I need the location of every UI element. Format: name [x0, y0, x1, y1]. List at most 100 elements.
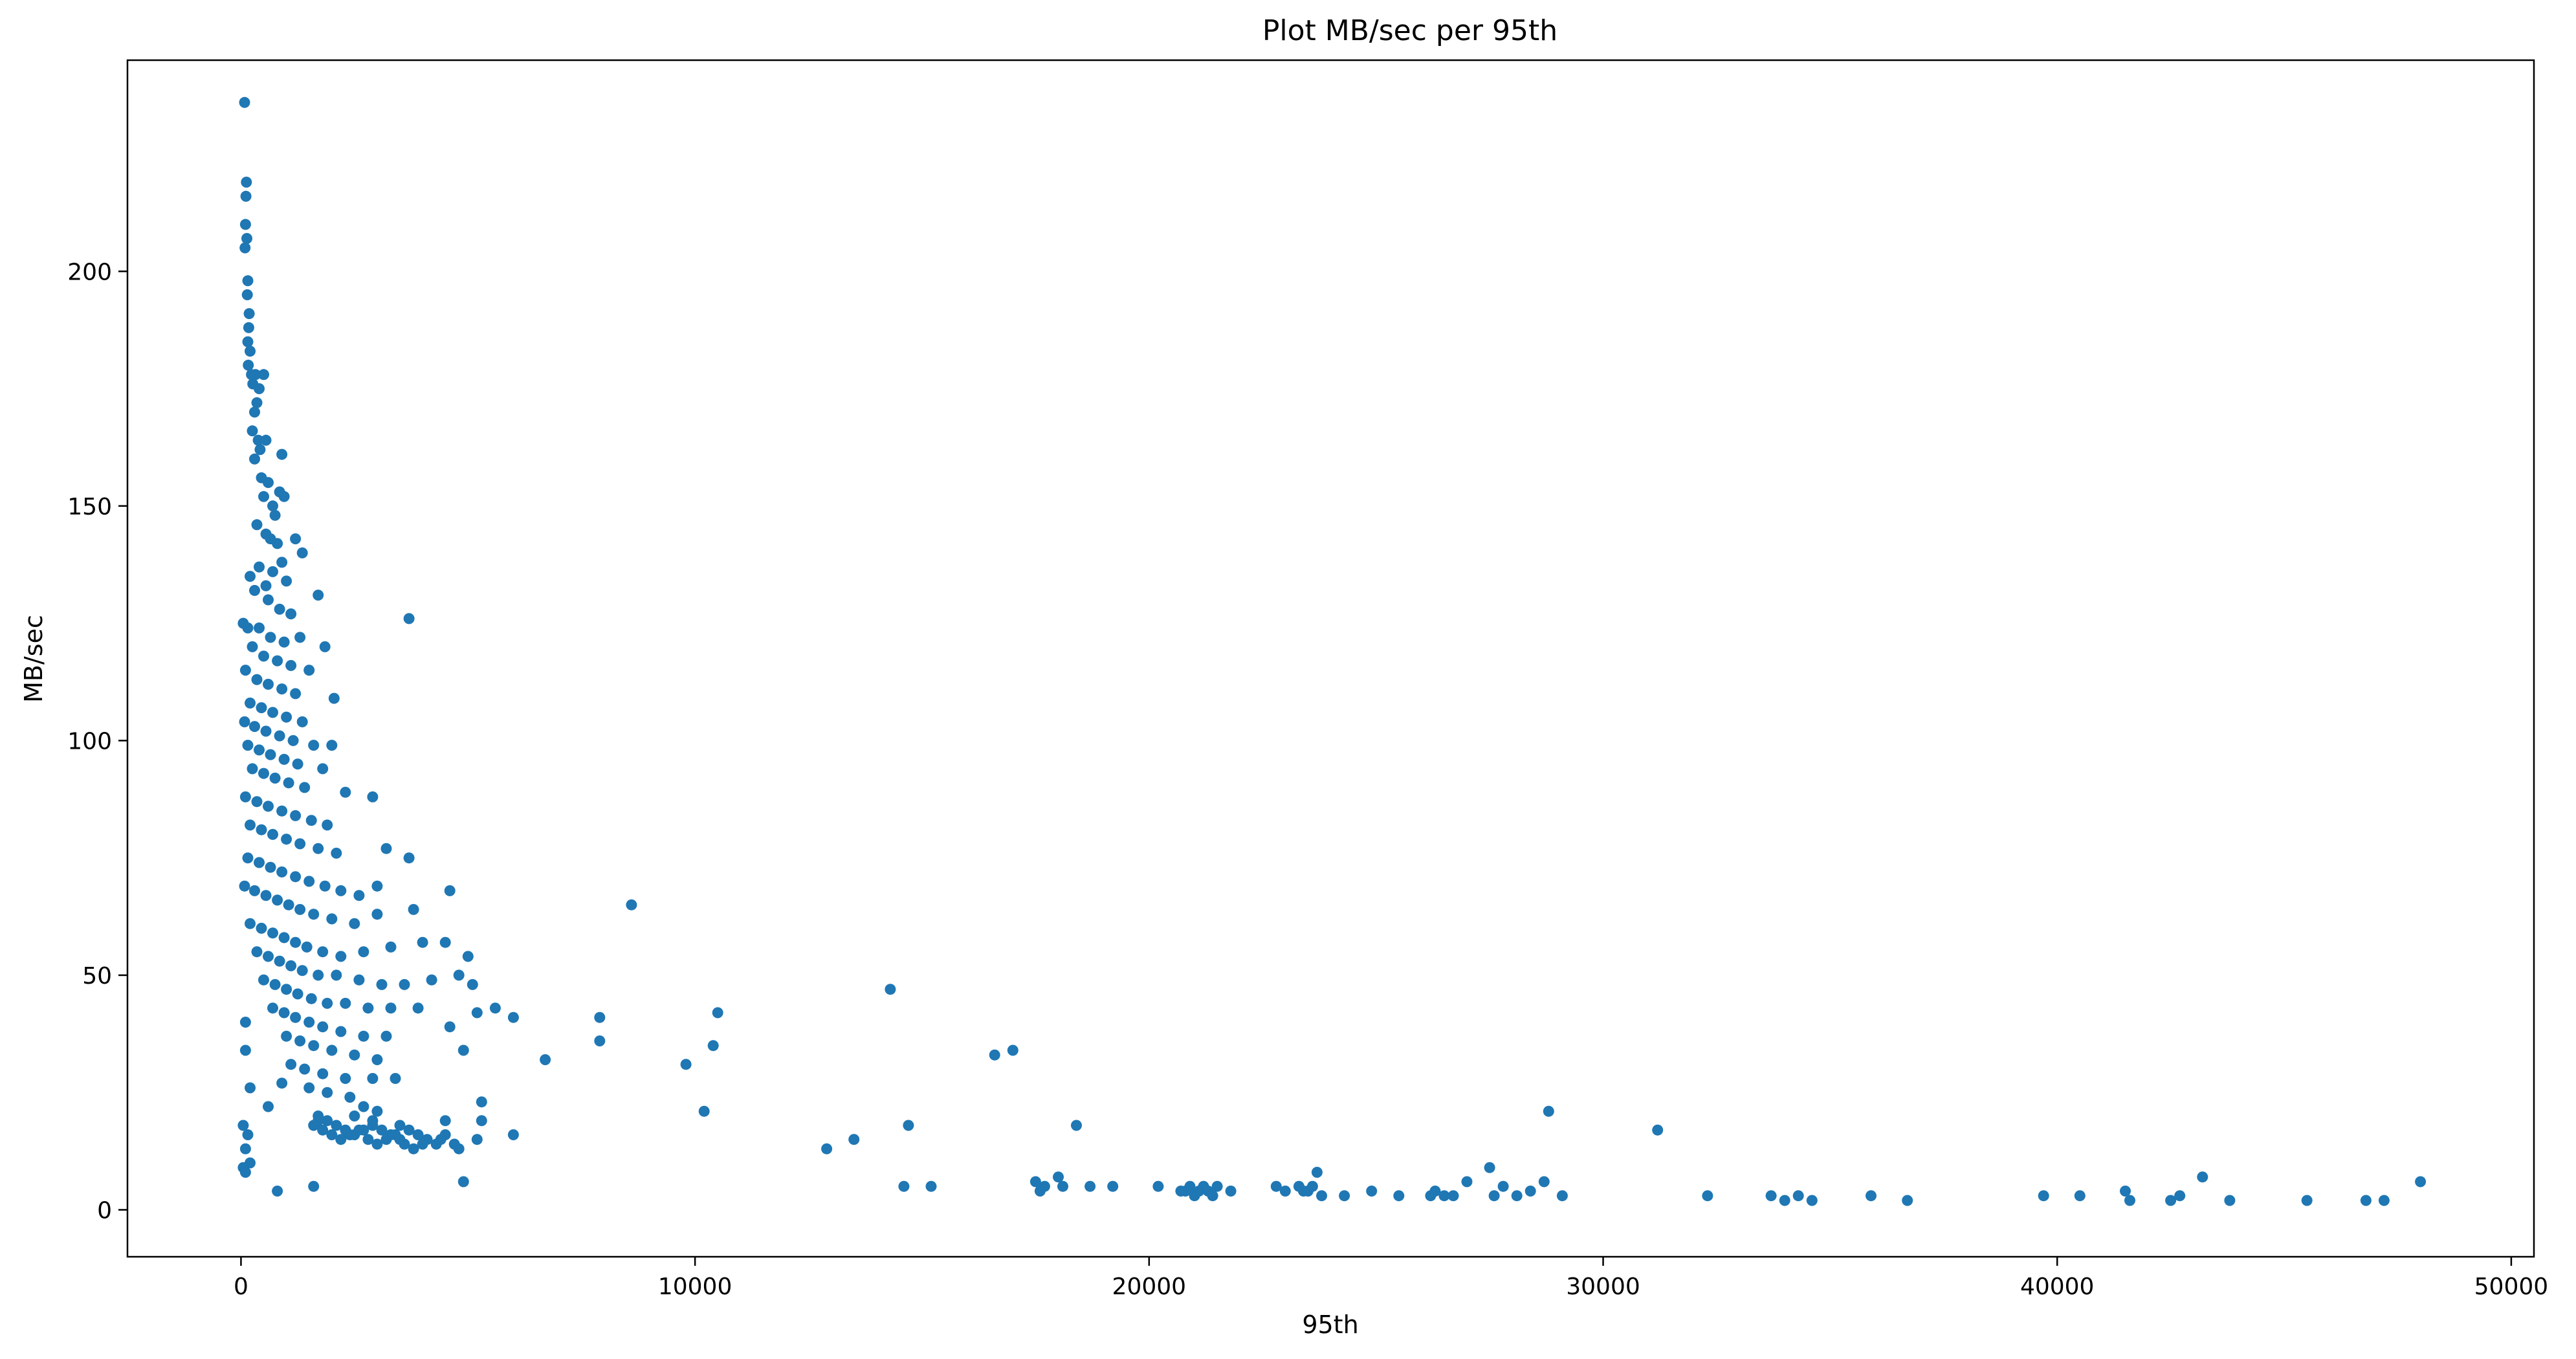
scatter-point: [412, 1002, 424, 1014]
scatter-point: [340, 1073, 351, 1084]
scatter-point: [285, 1059, 297, 1070]
scatter-point: [326, 913, 338, 925]
scatter-point: [358, 946, 369, 958]
scatter-point: [263, 594, 274, 606]
scatter-point: [1484, 1162, 1495, 1173]
scatter-point: [457, 1176, 469, 1188]
scatter-point: [251, 946, 263, 958]
scatter-point: [276, 866, 288, 878]
scatter-point: [239, 791, 251, 802]
scatter-point: [426, 974, 437, 986]
scatter-point: [274, 603, 285, 615]
scatter-point: [353, 1124, 365, 1136]
y-axis-label: MB/sec: [19, 615, 48, 703]
scatter-point: [263, 477, 274, 489]
scatter-point: [435, 1134, 446, 1145]
scatter-point: [2124, 1195, 2135, 1206]
scatter-point: [399, 1138, 410, 1150]
scatter-point: [303, 665, 315, 676]
scatter-point: [247, 425, 258, 437]
scatter-point: [296, 716, 308, 727]
scatter-point: [267, 707, 278, 718]
scatter-point: [1184, 1180, 1196, 1192]
scatter-point: [241, 289, 253, 300]
scatter-point: [242, 1129, 254, 1140]
scatter-point: [239, 716, 250, 727]
scatter-point: [1207, 1190, 1218, 1202]
scatter-point: [507, 1011, 519, 1023]
scatter-point: [476, 1115, 487, 1127]
scatter-point: [1497, 1180, 1509, 1192]
x-tick-label: 50000: [2474, 1274, 2549, 1300]
x-axis-label: 95th: [1302, 1310, 1358, 1339]
scatter-point: [408, 903, 419, 915]
scatter-point: [242, 740, 254, 751]
scatter-point: [371, 1138, 383, 1150]
scatter-point: [2174, 1190, 2186, 1202]
scatter-point: [245, 918, 256, 929]
scatter-point: [1306, 1180, 1318, 1192]
scatter-point: [1366, 1186, 1378, 1197]
scatter-point: [274, 955, 285, 967]
scatter-point: [256, 702, 267, 714]
scatter-point: [269, 509, 281, 521]
scatter-point: [471, 1007, 483, 1019]
scatter-point: [317, 1124, 329, 1136]
scatter-point: [278, 491, 290, 502]
scatter-point: [331, 847, 342, 859]
scatter-point: [453, 1143, 465, 1155]
scatter-point: [243, 322, 254, 333]
scatter-point: [344, 1092, 356, 1103]
scatter-point: [344, 1129, 356, 1140]
scatter-point: [258, 974, 269, 986]
scatter-point: [285, 659, 297, 671]
scatter-point: [989, 1049, 1000, 1061]
scatter-point: [403, 852, 415, 864]
scatter-point: [278, 636, 290, 648]
scatter-point: [353, 974, 365, 986]
scatter-point: [299, 782, 311, 793]
scatter-point: [444, 1021, 456, 1033]
scatter-point: [245, 1082, 256, 1094]
scatter-point: [278, 1007, 290, 1019]
scatter-point: [254, 561, 265, 573]
x-tick-label: 40000: [2020, 1274, 2095, 1300]
scatter-point: [1525, 1186, 1536, 1197]
scatter-point: [281, 711, 292, 723]
scatter-point: [1438, 1190, 1450, 1202]
scatter-point: [2197, 1171, 2208, 1183]
scatter-point: [281, 1030, 292, 1042]
scatter-point: [1448, 1190, 1459, 1202]
scatter-point: [594, 1011, 606, 1023]
scatter-point: [305, 993, 317, 1004]
scatter-point: [367, 1115, 379, 1127]
scatter-point: [269, 978, 281, 990]
scatter-point: [322, 1087, 333, 1098]
scatter-point: [239, 96, 250, 108]
scatter-point: [294, 632, 306, 643]
y-tick-label: 200: [67, 259, 112, 285]
scatter-point: [308, 1040, 320, 1052]
scatter-point: [276, 557, 288, 568]
scatter-point: [256, 824, 267, 835]
scatter-point: [281, 834, 292, 845]
scatter-point: [243, 359, 254, 371]
scatter-point: [331, 969, 342, 981]
scatter-point: [380, 843, 392, 854]
scatter-point: [239, 242, 251, 254]
scatter-point: [245, 571, 256, 582]
scatter-point: [1866, 1190, 1877, 1202]
scatter-point: [263, 951, 274, 962]
scatter-point: [1225, 1186, 1237, 1197]
scatter-point: [303, 1017, 315, 1028]
scatter-point: [276, 805, 288, 817]
scatter-point: [322, 819, 333, 831]
scatter-point: [1652, 1124, 1664, 1136]
scatter-point: [254, 622, 265, 634]
scatter-point: [251, 796, 263, 808]
scatter-point: [489, 1002, 501, 1014]
scatter-point: [319, 641, 331, 652]
scatter-point: [290, 936, 302, 948]
scatter-point: [349, 918, 360, 929]
x-tick-label: 10000: [658, 1274, 732, 1300]
